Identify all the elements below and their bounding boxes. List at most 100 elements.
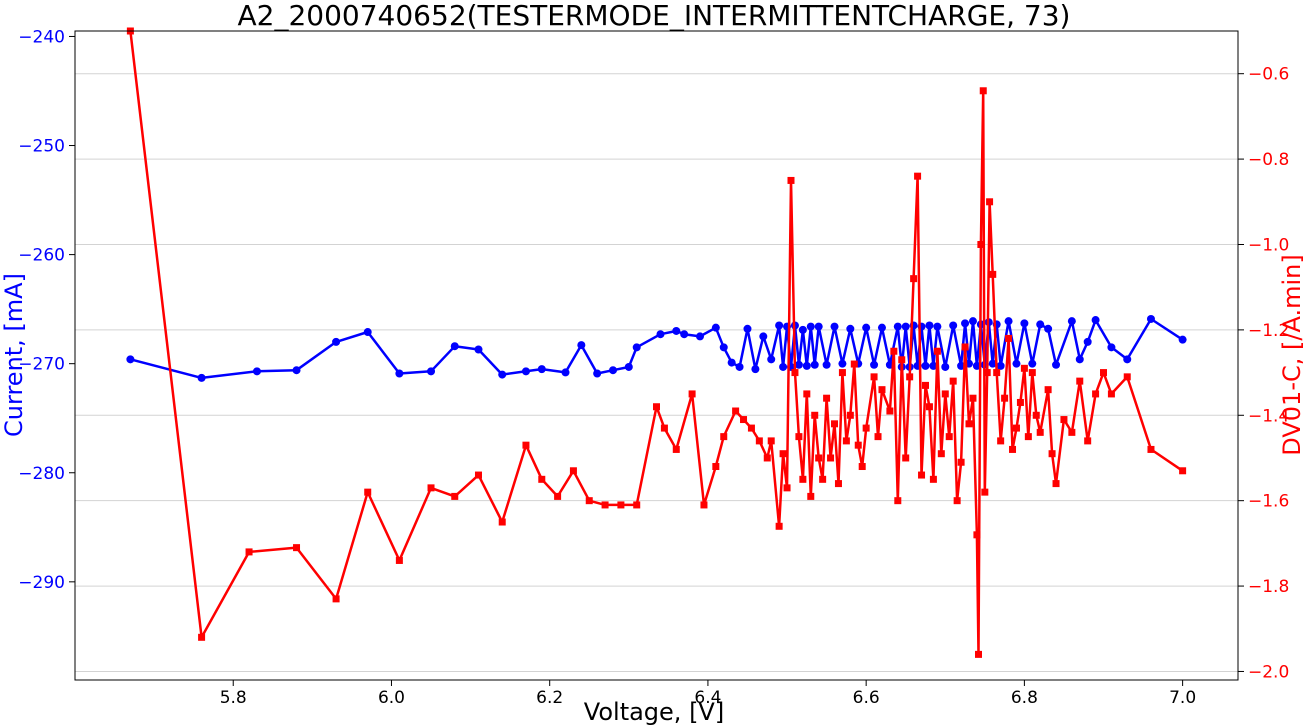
current-point	[450, 342, 459, 351]
current-point	[696, 332, 705, 341]
right-tick-label: −0.8	[1248, 150, 1289, 170]
current-point	[292, 366, 301, 375]
current-point	[862, 323, 871, 332]
current-point	[1004, 317, 1013, 326]
current-point	[794, 360, 803, 369]
dv01-point	[795, 433, 803, 441]
current-point	[941, 362, 950, 371]
dv01-point	[1001, 394, 1009, 402]
dv01-point	[1068, 428, 1076, 436]
dv01-point	[1044, 386, 1052, 394]
dv01-point	[763, 454, 771, 462]
right-tick-label: −1.0	[1248, 235, 1289, 255]
dv01-point	[585, 497, 593, 505]
dv01-point	[886, 407, 894, 415]
current-point	[1091, 316, 1100, 325]
current-point	[972, 361, 981, 370]
dv01-point	[569, 467, 577, 475]
dv01-point	[1123, 373, 1131, 381]
current-point	[632, 343, 641, 352]
current-point	[521, 367, 530, 376]
current-point	[949, 321, 958, 330]
dv01-point	[712, 463, 720, 471]
current-point	[735, 362, 744, 371]
current-point	[672, 326, 681, 335]
left-axis-ticks: −290 −280 −270 −260 −250 −240	[18, 27, 75, 593]
dv01-point	[1009, 445, 1017, 453]
dv01-point	[842, 437, 850, 445]
dv01-point	[653, 403, 660, 411]
current-point	[814, 322, 823, 331]
dv01-point	[1005, 334, 1013, 342]
current-point	[1044, 324, 1053, 333]
current-point	[332, 337, 341, 346]
plot-frame	[74, 30, 1239, 681]
dv01-point	[1016, 398, 1024, 406]
dv01-point	[672, 445, 680, 453]
dv01-point	[997, 437, 1005, 445]
current-point	[846, 324, 855, 333]
chart-title: A2_2000740652(TESTERMODE_INTERMITTENTCHA…	[238, 0, 1071, 32]
current-point	[577, 341, 586, 350]
dv01-point	[975, 650, 983, 658]
dv01-point	[633, 501, 641, 509]
dv01-point	[986, 198, 994, 206]
left-tick-label: −250	[18, 137, 65, 157]
dv01-point	[1020, 364, 1028, 372]
x-axis-ticks: 5.8 6.0 6.2 6.4 6.6 6.8 7.0	[220, 680, 1196, 708]
dv01-point	[918, 471, 926, 479]
current-point	[893, 322, 902, 331]
x-axis-label: Voltage, [V]	[584, 698, 724, 726]
dv01-point	[862, 424, 870, 432]
left-tick-label: −290	[18, 573, 65, 593]
dv01-point	[522, 441, 530, 449]
dv01-point	[811, 411, 819, 419]
dv01-point	[332, 595, 340, 603]
dv01-point	[827, 454, 835, 462]
dv01-point	[890, 347, 898, 355]
dv01-point	[957, 458, 965, 466]
current-point	[925, 321, 934, 330]
gridlines	[75, 73, 1238, 672]
dv01-point	[395, 556, 403, 564]
dv01-point	[1076, 377, 1084, 385]
current-point	[870, 360, 879, 369]
current-point	[822, 360, 831, 369]
dv01-point	[973, 531, 981, 539]
current-point	[877, 323, 886, 332]
current-point	[1178, 335, 1187, 344]
dv01-point	[1024, 433, 1032, 441]
dv01-point	[993, 369, 1001, 377]
current-point	[759, 332, 768, 341]
dv01-point	[1092, 390, 1100, 398]
dv01-point	[1036, 428, 1044, 436]
current-point	[798, 325, 807, 334]
left-tick-label: −280	[18, 464, 65, 484]
dv01-point	[910, 275, 918, 283]
x-tick-label: 6.6	[853, 688, 880, 708]
dv01-point	[688, 390, 696, 398]
dv01-point	[937, 450, 945, 458]
dv01-point	[617, 501, 625, 509]
right-tick-label: −1.4	[1248, 406, 1289, 426]
current-point	[779, 362, 788, 371]
dv01-point	[965, 420, 973, 428]
current-point	[1028, 359, 1037, 368]
dv01-point	[925, 403, 933, 411]
current-point	[1067, 317, 1076, 326]
dv01-point	[783, 484, 791, 492]
dv01-point	[953, 497, 961, 505]
current-point	[1036, 320, 1045, 329]
dv01-point	[779, 450, 787, 458]
dv01-point	[1048, 450, 1056, 458]
current-point	[1052, 360, 1061, 369]
dv01-point	[732, 407, 740, 415]
current-point	[933, 322, 942, 331]
dv01-point	[799, 475, 807, 483]
current-point	[252, 367, 261, 376]
dv01-point	[1052, 480, 1060, 488]
dv01-point	[878, 386, 886, 394]
dv01-point	[815, 454, 823, 462]
current-point	[656, 330, 665, 339]
